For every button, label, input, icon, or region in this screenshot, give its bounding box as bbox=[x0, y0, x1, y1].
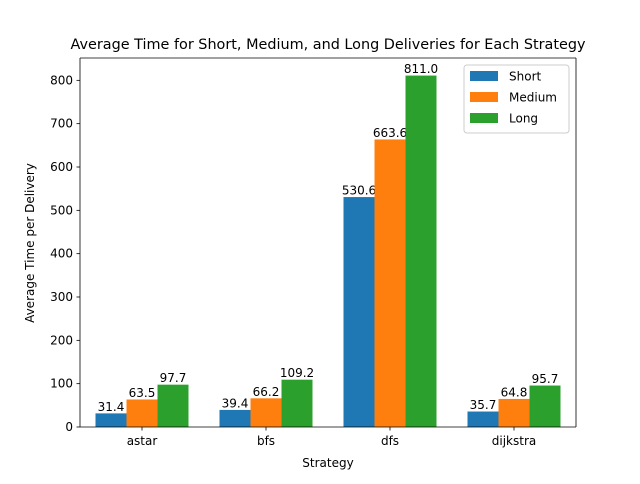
bar-short-dfs bbox=[343, 197, 375, 427]
data-label: 530.6 bbox=[342, 184, 376, 198]
bar-medium-dfs bbox=[374, 139, 406, 427]
bar-short-dijkstra bbox=[467, 411, 499, 427]
bar-long-bfs bbox=[281, 379, 313, 427]
bar-long-dijkstra bbox=[529, 385, 561, 427]
y-tick-label: 300 bbox=[50, 290, 73, 304]
x-tick-label: dijkstra bbox=[492, 434, 536, 448]
bar-medium-dijkstra bbox=[498, 398, 530, 427]
x-axis-label: Strategy bbox=[302, 456, 353, 470]
y-tick-label: 0 bbox=[65, 420, 73, 434]
y-tick-label: 700 bbox=[50, 117, 73, 131]
data-label: 95.7 bbox=[532, 372, 559, 386]
data-label: 663.6 bbox=[373, 126, 407, 140]
data-label: 64.8 bbox=[501, 385, 528, 399]
y-tick-label: 600 bbox=[50, 160, 73, 174]
bar-short-astar bbox=[95, 413, 127, 427]
legend-label: Medium bbox=[509, 91, 557, 105]
data-label: 35.7 bbox=[470, 398, 497, 412]
data-label: 39.4 bbox=[222, 396, 249, 410]
data-label: 811.0 bbox=[404, 62, 438, 76]
plot-area: 31.4 39.4 530.6 35.7 63.5 66.2 663.6 64.8 97.7 10… bbox=[50, 57, 577, 448]
x-tick-label: astar bbox=[127, 434, 158, 448]
bar-long-astar bbox=[157, 384, 189, 427]
bar-medium-astar bbox=[126, 399, 158, 427]
data-label: 109.2 bbox=[280, 366, 314, 380]
data-label: 31.4 bbox=[98, 400, 125, 414]
bar-medium-bfs bbox=[250, 398, 282, 427]
legend: Short Medium Long bbox=[463, 64, 570, 134]
data-label: 63.5 bbox=[129, 386, 156, 400]
y-tick-label: 200 bbox=[50, 333, 73, 347]
bar-short-bfs bbox=[219, 409, 251, 427]
chart-title: Average Time for Short, Medium, and Long… bbox=[70, 37, 585, 53]
legend-label: Long bbox=[509, 112, 538, 126]
y-axis-label: Average Time per Delivery bbox=[23, 163, 37, 323]
data-label: 97.7 bbox=[160, 371, 187, 385]
x-tick-label: bfs bbox=[257, 434, 275, 448]
data-label: 66.2 bbox=[253, 385, 280, 399]
y-tick-label: 100 bbox=[50, 377, 73, 391]
legend-swatch bbox=[470, 71, 498, 81]
legend-swatch bbox=[470, 92, 498, 102]
y-tick-label: 400 bbox=[50, 247, 73, 261]
legend-swatch bbox=[470, 113, 498, 123]
y-tick-label: 800 bbox=[50, 73, 73, 87]
bar-long-dfs bbox=[405, 75, 437, 428]
legend-label: Short bbox=[509, 70, 541, 84]
y-tick-label: 500 bbox=[50, 203, 73, 217]
x-tick-label: dfs bbox=[381, 434, 399, 448]
